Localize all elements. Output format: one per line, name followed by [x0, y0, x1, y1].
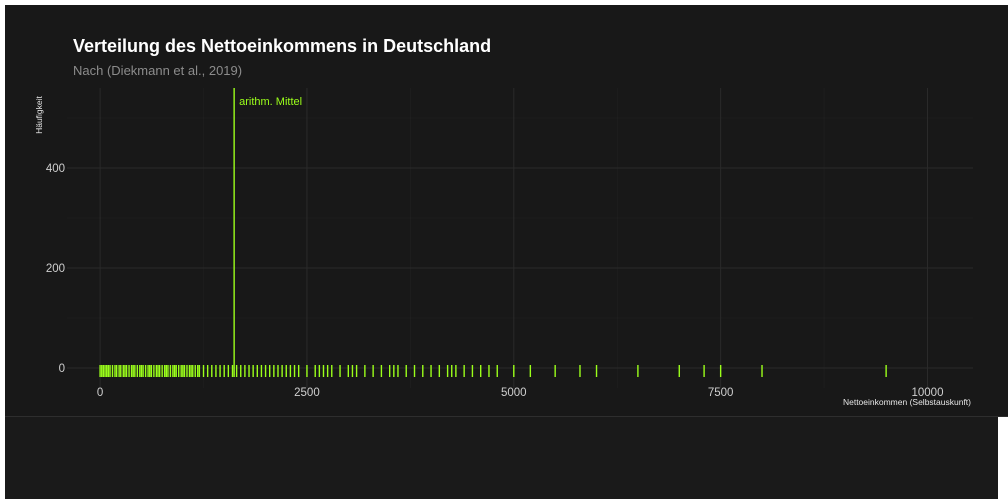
- y-tick-label: 200: [46, 263, 65, 275]
- x-tick-label: 7500: [708, 387, 734, 399]
- chart-subtitle: Nach (Diekmann et al., 2019): [73, 63, 243, 78]
- mean-label: arithm. Mittel: [239, 96, 302, 108]
- y-axis-title: Häufigkeit: [34, 95, 44, 133]
- x-axis-title: Nettoeinkommen (Selbstauskunft): [843, 397, 971, 407]
- x-tick-label: 5000: [501, 387, 527, 399]
- y-tick-label: 0: [59, 363, 65, 375]
- plot-panel: [5, 5, 1008, 417]
- chart-title: Verteilung des Nettoeinkommens in Deutsc…: [73, 36, 492, 56]
- x-tick-label: 10000: [912, 387, 944, 399]
- x-tick-label: 2500: [294, 387, 320, 399]
- y-tick-label: 400: [46, 163, 65, 175]
- x-tick-label: 0: [97, 387, 103, 399]
- chart-canvas: 0 200 400 0 2500 5000 7500 10000Nettoeinkommen …: [34, 88, 973, 407]
- figure-frame: Verteilung des Nettoeinkommens in Deutsc…: [5, 5, 1008, 499]
